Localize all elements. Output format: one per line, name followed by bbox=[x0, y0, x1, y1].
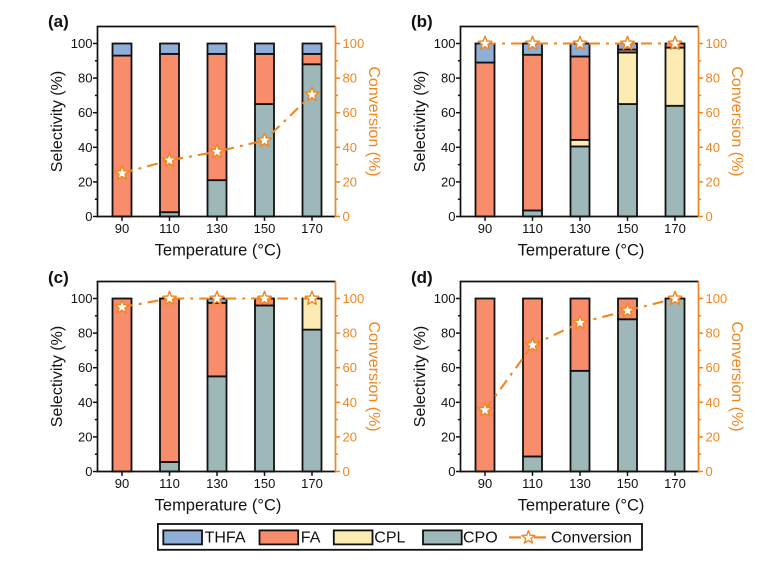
svg-text:80: 80 bbox=[441, 71, 455, 86]
svg-text:40: 40 bbox=[706, 140, 720, 155]
svg-text:100: 100 bbox=[434, 36, 456, 51]
svg-text:0: 0 bbox=[85, 464, 92, 479]
svg-text:150: 150 bbox=[254, 221, 276, 236]
svg-text:(b): (b) bbox=[411, 12, 433, 31]
svg-text:Temperature (°C): Temperature (°C) bbox=[518, 242, 645, 260]
svg-text:40: 40 bbox=[78, 395, 92, 410]
svg-text:Selectivity (%): Selectivity (%) bbox=[412, 326, 429, 427]
svg-text:110: 110 bbox=[522, 476, 543, 491]
svg-text:110: 110 bbox=[159, 476, 180, 491]
svg-text:Temperature (°C): Temperature (°C) bbox=[155, 497, 282, 515]
svg-text:Conversion (%): Conversion (%) bbox=[365, 66, 382, 176]
svg-text:(c): (c) bbox=[48, 268, 69, 287]
svg-text:90: 90 bbox=[478, 476, 492, 491]
svg-text:60: 60 bbox=[706, 105, 720, 120]
svg-text:20: 20 bbox=[343, 429, 357, 444]
svg-text:40: 40 bbox=[78, 140, 92, 155]
svg-text:60: 60 bbox=[78, 360, 92, 375]
svg-text:130: 130 bbox=[206, 221, 228, 236]
svg-text:40: 40 bbox=[441, 140, 455, 155]
svg-text:150: 150 bbox=[254, 476, 276, 491]
svg-text:80: 80 bbox=[343, 326, 357, 341]
svg-text:60: 60 bbox=[343, 360, 357, 375]
svg-text:0: 0 bbox=[706, 464, 713, 479]
svg-text:60: 60 bbox=[706, 360, 720, 375]
svg-text:Conversion (%): Conversion (%) bbox=[728, 66, 745, 176]
svg-text:170: 170 bbox=[301, 476, 323, 491]
svg-text:80: 80 bbox=[78, 71, 92, 86]
svg-text:0: 0 bbox=[448, 209, 455, 224]
svg-text:80: 80 bbox=[706, 71, 720, 86]
svg-text:150: 150 bbox=[617, 476, 639, 491]
svg-text:130: 130 bbox=[569, 221, 591, 236]
svg-text:CPO: CPO bbox=[463, 530, 498, 547]
svg-text:130: 130 bbox=[569, 476, 591, 491]
svg-text:0: 0 bbox=[448, 464, 455, 479]
svg-text:20: 20 bbox=[78, 429, 92, 444]
svg-text:(a): (a) bbox=[48, 12, 69, 31]
svg-text:90: 90 bbox=[115, 221, 129, 236]
svg-text:40: 40 bbox=[706, 395, 720, 410]
svg-text:20: 20 bbox=[343, 174, 357, 189]
svg-text:40: 40 bbox=[343, 395, 357, 410]
svg-text:60: 60 bbox=[441, 360, 455, 375]
svg-text:Temperature (°C): Temperature (°C) bbox=[518, 497, 645, 515]
svg-text:Temperature (°C): Temperature (°C) bbox=[155, 242, 282, 260]
svg-text:60: 60 bbox=[343, 105, 357, 120]
svg-text:100: 100 bbox=[71, 36, 93, 51]
svg-text:80: 80 bbox=[343, 71, 357, 86]
svg-text:100: 100 bbox=[706, 291, 728, 306]
svg-text:60: 60 bbox=[441, 105, 455, 120]
svg-text:60: 60 bbox=[78, 105, 92, 120]
svg-text:20: 20 bbox=[78, 174, 92, 189]
svg-text:CPL: CPL bbox=[374, 530, 405, 547]
svg-text:0: 0 bbox=[706, 209, 713, 224]
svg-text:FA: FA bbox=[301, 530, 321, 547]
svg-text:130: 130 bbox=[206, 476, 228, 491]
svg-text:80: 80 bbox=[78, 326, 92, 341]
svg-text:100: 100 bbox=[71, 291, 93, 306]
svg-text:20: 20 bbox=[441, 174, 455, 189]
svg-text:80: 80 bbox=[441, 326, 455, 341]
svg-text:Conversion (%): Conversion (%) bbox=[728, 321, 745, 431]
svg-text:100: 100 bbox=[434, 291, 456, 306]
svg-text:THFA: THFA bbox=[205, 530, 246, 547]
svg-text:Selectivity (%): Selectivity (%) bbox=[49, 71, 66, 172]
svg-text:170: 170 bbox=[301, 221, 323, 236]
svg-text:40: 40 bbox=[343, 140, 357, 155]
svg-text:100: 100 bbox=[706, 36, 728, 51]
svg-text:(d): (d) bbox=[411, 268, 433, 287]
svg-text:100: 100 bbox=[343, 36, 365, 51]
svg-text:0: 0 bbox=[343, 464, 350, 479]
svg-text:20: 20 bbox=[706, 174, 720, 189]
svg-text:110: 110 bbox=[159, 221, 180, 236]
svg-text:100: 100 bbox=[343, 291, 365, 306]
svg-text:40: 40 bbox=[441, 395, 455, 410]
svg-text:20: 20 bbox=[441, 429, 455, 444]
svg-text:170: 170 bbox=[664, 476, 686, 491]
svg-text:Conversion (%): Conversion (%) bbox=[365, 321, 382, 431]
svg-text:20: 20 bbox=[706, 429, 720, 444]
svg-text:Conversion: Conversion bbox=[551, 530, 632, 547]
svg-text:170: 170 bbox=[664, 221, 686, 236]
svg-text:90: 90 bbox=[115, 476, 129, 491]
svg-text:80: 80 bbox=[706, 326, 720, 341]
svg-text:0: 0 bbox=[343, 209, 350, 224]
svg-text:0: 0 bbox=[85, 209, 92, 224]
svg-text:150: 150 bbox=[617, 221, 639, 236]
svg-text:Selectivity (%): Selectivity (%) bbox=[49, 326, 66, 427]
svg-text:Selectivity (%): Selectivity (%) bbox=[412, 71, 429, 172]
svg-text:110: 110 bbox=[522, 221, 543, 236]
svg-text:90: 90 bbox=[478, 221, 492, 236]
